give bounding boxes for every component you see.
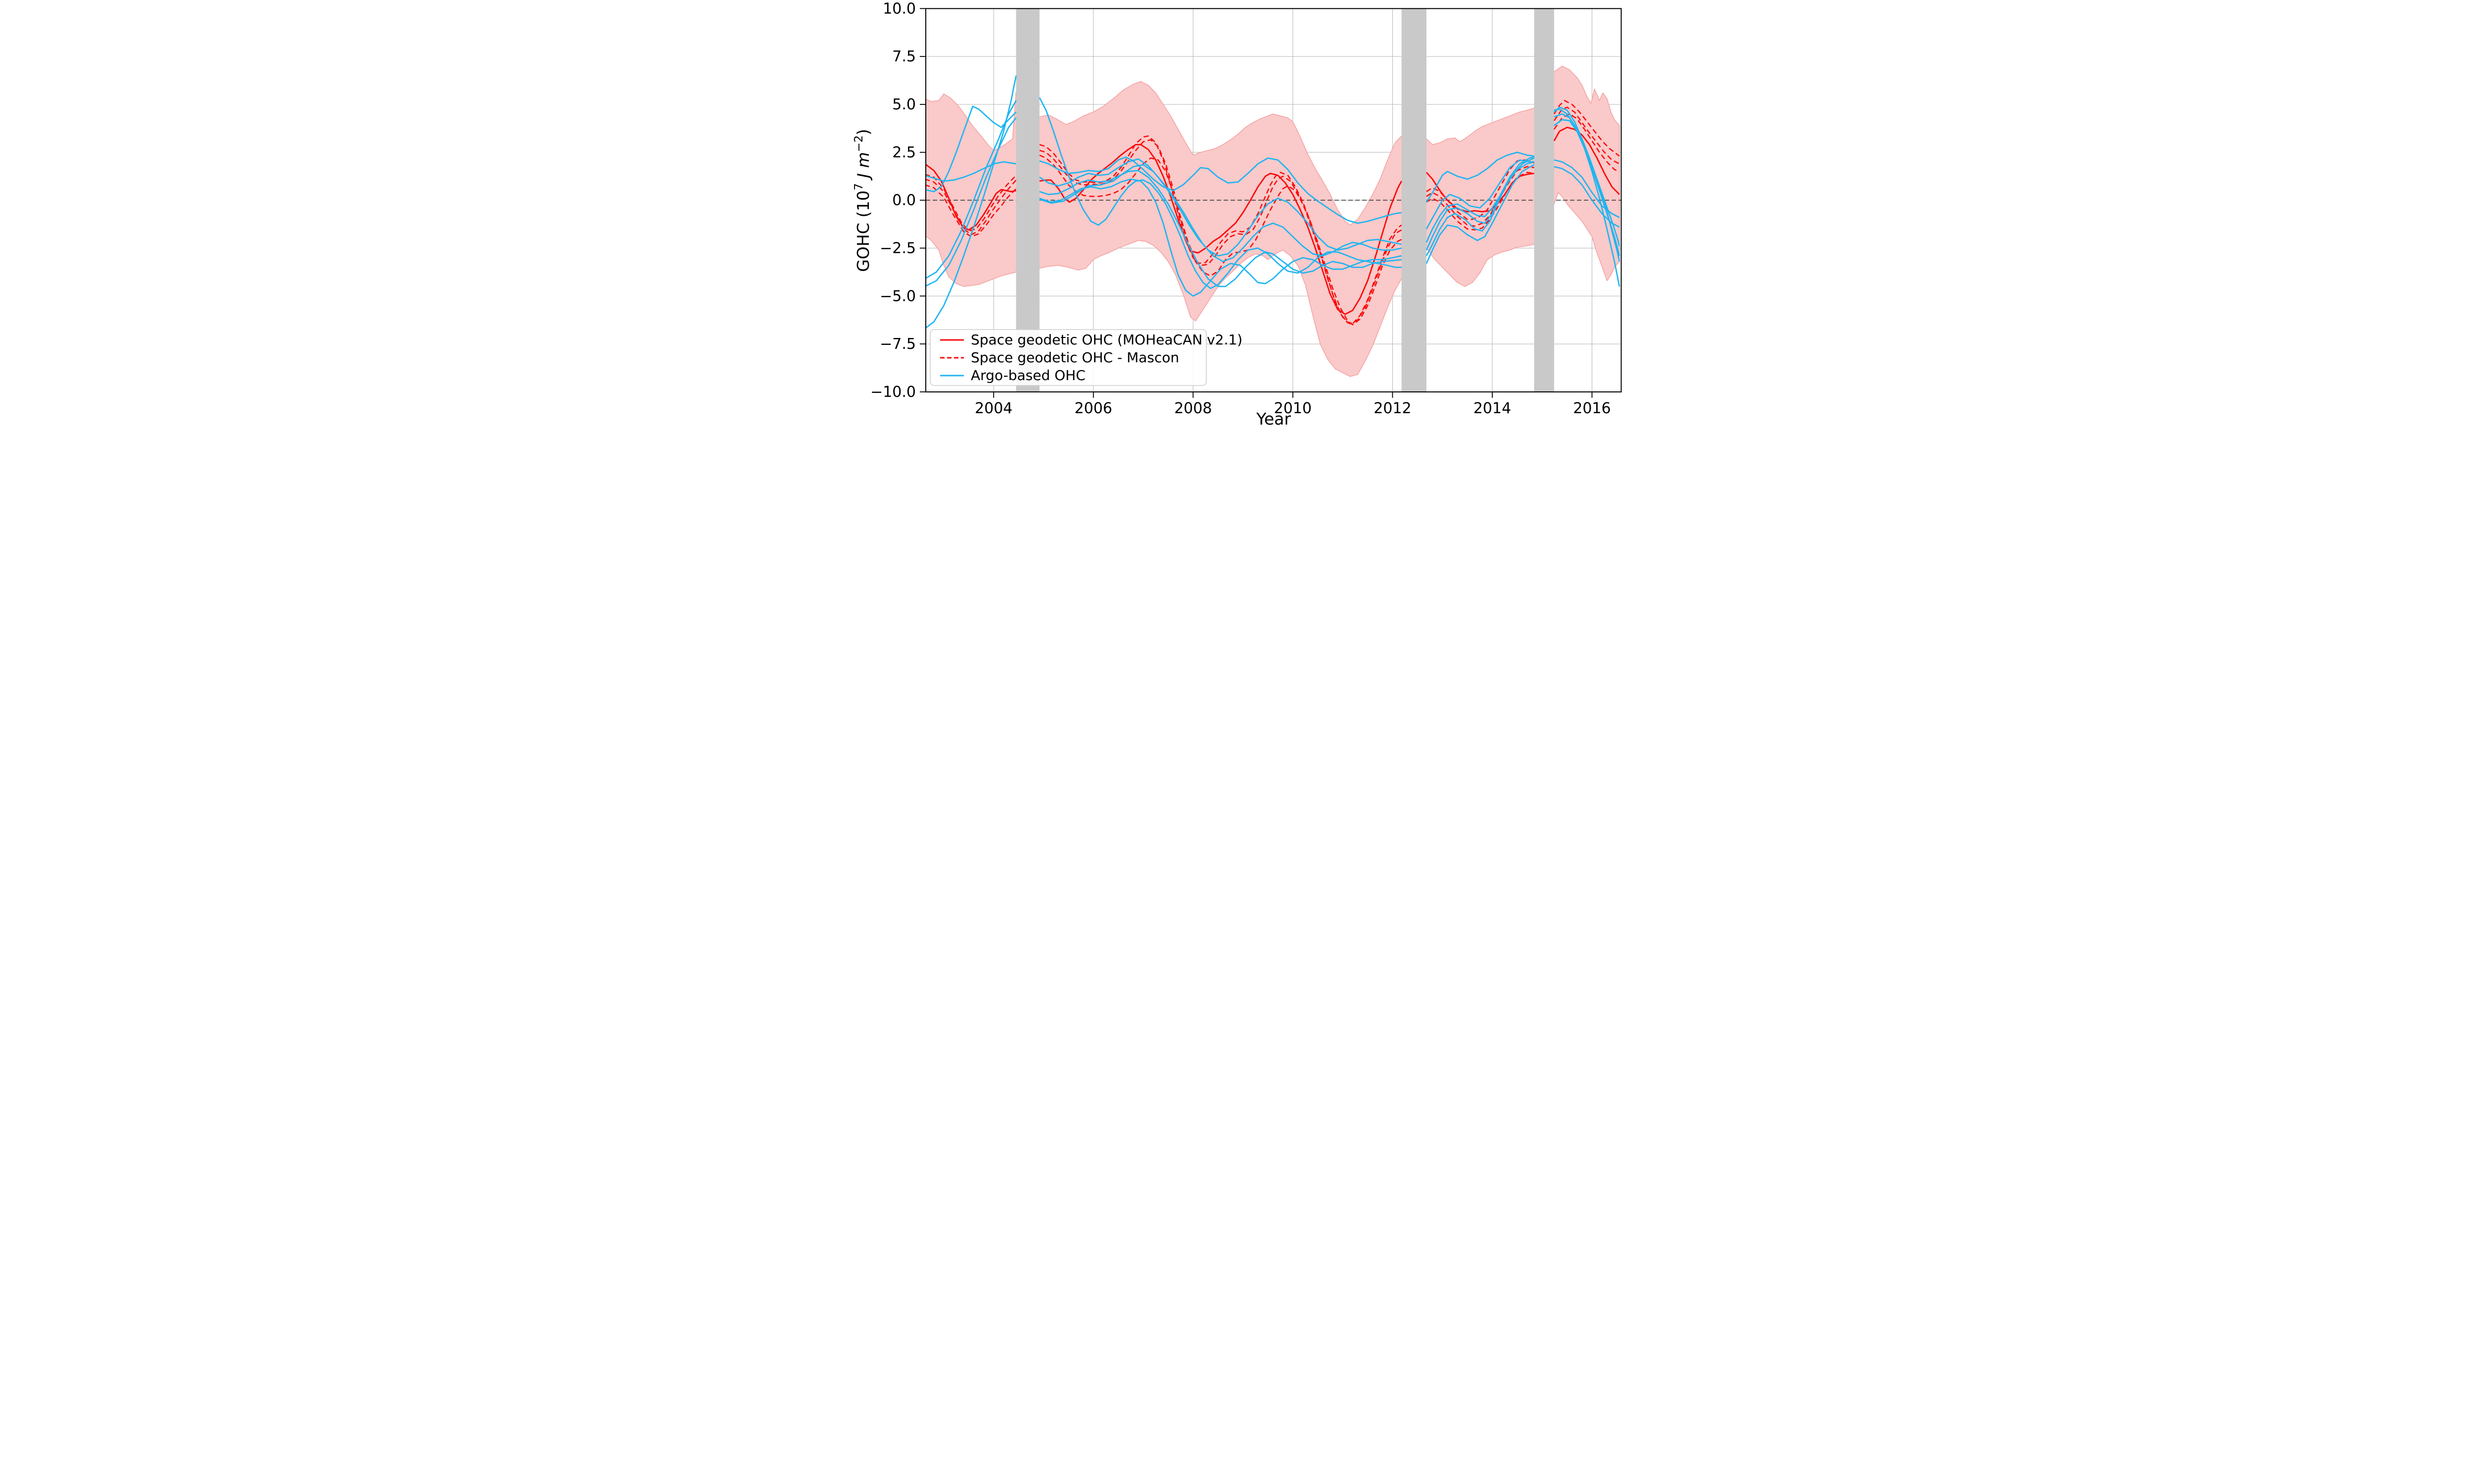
series-segment bbox=[1426, 164, 1535, 264]
series-segment bbox=[1039, 170, 1402, 287]
series-segment bbox=[926, 163, 1016, 231]
series-segment bbox=[1039, 156, 1402, 224]
y-tick-label: 7.5 bbox=[892, 48, 916, 65]
y-tick-label: −2.5 bbox=[880, 239, 916, 257]
series-segment bbox=[1426, 156, 1534, 250]
y-tick-label: −5.0 bbox=[880, 287, 916, 305]
series-segment bbox=[1039, 178, 1402, 297]
series-segment bbox=[1426, 166, 1534, 227]
data-series bbox=[926, 75, 1620, 329]
legend-label-argo: Argo-based OHC bbox=[971, 367, 1086, 383]
y-tick-label: −10.0 bbox=[870, 383, 916, 401]
x-tick-label: 2006 bbox=[1075, 400, 1112, 417]
y-axis-ticks: 10.0 7.5 5.0 2.5 0.0 −2.5 −5.0 −7.5 −10.0 bbox=[870, 0, 926, 401]
series-segment bbox=[1554, 108, 1620, 262]
data-gap-bands bbox=[1016, 8, 1554, 392]
gohc-chart: 2004 2006 2008 2010 2012 2014 2016 10.0 7.5 5.0 2… bbox=[849, 0, 1625, 429]
x-tick-label: 2016 bbox=[1573, 400, 1611, 417]
x-tick-label: 2004 bbox=[975, 400, 1012, 417]
series-segment bbox=[1553, 99, 1620, 157]
legend-label-geodetic-solid: Space geodetic OHC (MOHeaCAN v2.1) bbox=[971, 332, 1242, 348]
series-segment bbox=[1426, 157, 1535, 243]
data-gap-band bbox=[1016, 8, 1040, 392]
x-axis-label: Year bbox=[1256, 409, 1291, 429]
series-segment bbox=[1553, 126, 1620, 195]
argo-ohc-line bbox=[1039, 108, 1620, 262]
x-tick-label: 2010 bbox=[1274, 400, 1312, 417]
legend-label-geodetic-dashed: Space geodetic OHC - Mascon bbox=[971, 349, 1179, 366]
series-segment bbox=[1039, 154, 1402, 326]
series-segment bbox=[926, 161, 1016, 182]
x-tick-label: 2012 bbox=[1374, 400, 1411, 417]
series-segment bbox=[1426, 159, 1534, 230]
data-gap-band bbox=[1401, 8, 1427, 392]
data-gap-band bbox=[1534, 8, 1554, 392]
series-segment bbox=[926, 117, 1017, 287]
series-segment bbox=[1039, 164, 1402, 262]
series-segment bbox=[926, 179, 1017, 236]
series-segment bbox=[1554, 119, 1620, 287]
x-tick-label: 2014 bbox=[1474, 400, 1511, 417]
argo-ohc-line bbox=[926, 151, 1620, 224]
series-segment bbox=[926, 184, 1017, 238]
series-segment bbox=[1553, 106, 1620, 165]
series-segment bbox=[1554, 159, 1620, 218]
argo-ohc-line bbox=[926, 75, 1620, 329]
y-tick-label: 2.5 bbox=[892, 144, 916, 161]
x-tick-label: 2008 bbox=[1174, 400, 1212, 417]
legend-box bbox=[930, 329, 1207, 386]
series-segment bbox=[1039, 97, 1402, 289]
series-segment bbox=[926, 75, 1017, 329]
y-tick-label: −7.5 bbox=[880, 335, 916, 353]
series-segment bbox=[1426, 151, 1534, 203]
y-axis-label: GOHC (107 J m−2) bbox=[853, 129, 873, 272]
y-tick-label: 10.0 bbox=[883, 0, 916, 17]
series-segment bbox=[1039, 144, 1402, 315]
series-segment bbox=[1554, 106, 1620, 246]
y-tick-label: 5.0 bbox=[892, 96, 916, 113]
legend: Space geodetic OHC (MOHeaCAN v2.1) Space… bbox=[930, 329, 1242, 386]
series-segment bbox=[926, 105, 1017, 192]
series-segment bbox=[1039, 158, 1402, 257]
y-tick-label: 0.0 bbox=[892, 192, 916, 209]
chart-svg: 2004 2006 2008 2010 2012 2014 2016 10.0 7.5 5.0 2… bbox=[853, 0, 1622, 429]
x-axis-ticks: 2004 2006 2008 2010 2012 2014 2016 bbox=[975, 392, 1611, 417]
